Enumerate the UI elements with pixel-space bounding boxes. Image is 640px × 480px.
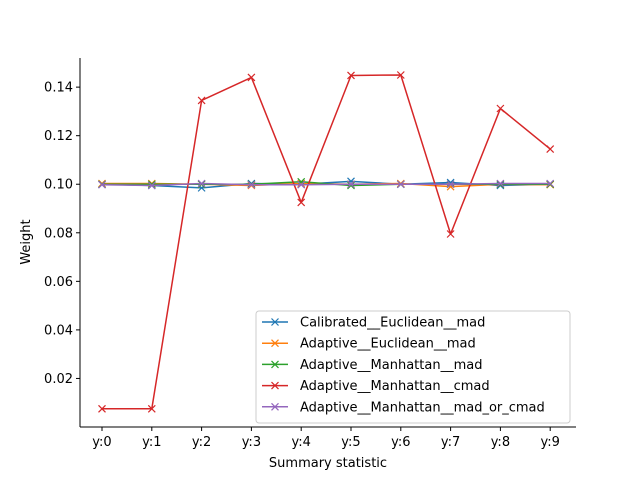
legend-entry: Calibrated__Euclidean__mad bbox=[262, 316, 485, 331]
legend-entry: Adaptive__Manhattan__cmad bbox=[262, 379, 490, 394]
x-tick-label: y:8 bbox=[491, 435, 510, 450]
data-point-marker bbox=[147, 180, 156, 189]
y-tick-label: 0.08 bbox=[44, 226, 73, 241]
data-point-marker bbox=[98, 180, 106, 189]
series-line bbox=[102, 74, 551, 410]
y-axis-label: Weight bbox=[19, 219, 34, 264]
data-point-marker bbox=[496, 104, 505, 113]
x-axis-label: Summary statistic bbox=[269, 456, 387, 471]
legend-frame bbox=[255, 310, 571, 424]
data-point-marker bbox=[347, 181, 355, 190]
x-tick-label: y:6 bbox=[391, 435, 410, 450]
legend-entry: Adaptive__Manhattan__mad bbox=[262, 358, 482, 373]
legend-marker bbox=[271, 360, 279, 369]
y-ticks: 0.02 0.04 0.06 0.08 0.10 0.12 0.14 bbox=[44, 81, 80, 387]
data-point-marker bbox=[546, 179, 555, 188]
data-point-marker bbox=[347, 71, 355, 80]
series-Adaptive__Manhattan__cmad bbox=[98, 71, 555, 413]
data-point-marker bbox=[396, 180, 405, 189]
legend-label: Calibrated__Euclidean__mad bbox=[300, 316, 485, 331]
data-point-marker bbox=[297, 198, 306, 207]
x-tick-label: y:3 bbox=[242, 435, 261, 450]
legend-label: Adaptive__Manhattan__mad_or_cmad bbox=[300, 400, 545, 415]
x-ticks: y:0 y:1 y:2 y:3 y:4 y:5 y:6 y:7 y:8 y:9 bbox=[92, 427, 560, 450]
series-Adaptive__Manhattan__mad_or_cmad bbox=[98, 179, 555, 190]
legend-marker bbox=[271, 318, 279, 326]
data-point-marker bbox=[247, 180, 256, 189]
legend-marker bbox=[271, 381, 279, 390]
legend-marker bbox=[271, 339, 279, 348]
legend-label: Adaptive__Manhattan__cmad bbox=[300, 379, 490, 394]
data-point-marker bbox=[546, 145, 555, 153]
data-point-marker bbox=[247, 73, 256, 82]
data-point-marker bbox=[98, 404, 106, 413]
x-tick-label: y:1 bbox=[142, 435, 161, 450]
y-tick-label: 0.14 bbox=[44, 81, 73, 96]
legend-marker bbox=[271, 402, 279, 411]
data-point-marker bbox=[446, 230, 455, 238]
data-point-marker bbox=[396, 71, 405, 79]
axes bbox=[79, 58, 576, 428]
y-tick-label: 0.04 bbox=[44, 323, 73, 338]
legend: Calibrated__Euclidean__mad Adaptive__Eucl… bbox=[255, 310, 571, 424]
data-point-marker bbox=[496, 179, 505, 188]
x-tick-label: y:5 bbox=[341, 435, 360, 450]
data-point-marker bbox=[197, 179, 206, 188]
y-tick-label: 0.12 bbox=[44, 129, 73, 144]
x-tick-label: y:9 bbox=[540, 435, 559, 450]
x-tick-label: y:7 bbox=[441, 435, 460, 450]
legend-label: Adaptive__Euclidean__mad bbox=[300, 337, 476, 352]
legend-entry: Adaptive__Manhattan__mad_or_cmad bbox=[262, 400, 545, 415]
data-point-marker bbox=[347, 180, 355, 189]
legend-label: Adaptive__Manhattan__mad bbox=[300, 358, 482, 373]
data-point-marker bbox=[197, 96, 206, 105]
x-tick-label: y:4 bbox=[291, 435, 310, 450]
data-point-marker bbox=[147, 404, 156, 413]
data-point-marker bbox=[446, 180, 455, 189]
series-layer bbox=[98, 71, 555, 413]
x-tick-label: y:2 bbox=[192, 435, 211, 450]
x-tick-label: y:0 bbox=[92, 435, 111, 450]
data-point-marker bbox=[297, 180, 306, 189]
legend-entry: Adaptive__Euclidean__mad bbox=[262, 337, 476, 352]
y-tick-label: 0.10 bbox=[44, 178, 73, 193]
series-line bbox=[101, 182, 551, 187]
y-tick-label: 0.06 bbox=[44, 275, 73, 290]
data-point-marker bbox=[147, 181, 156, 190]
y-tick-label: 0.02 bbox=[44, 372, 73, 387]
